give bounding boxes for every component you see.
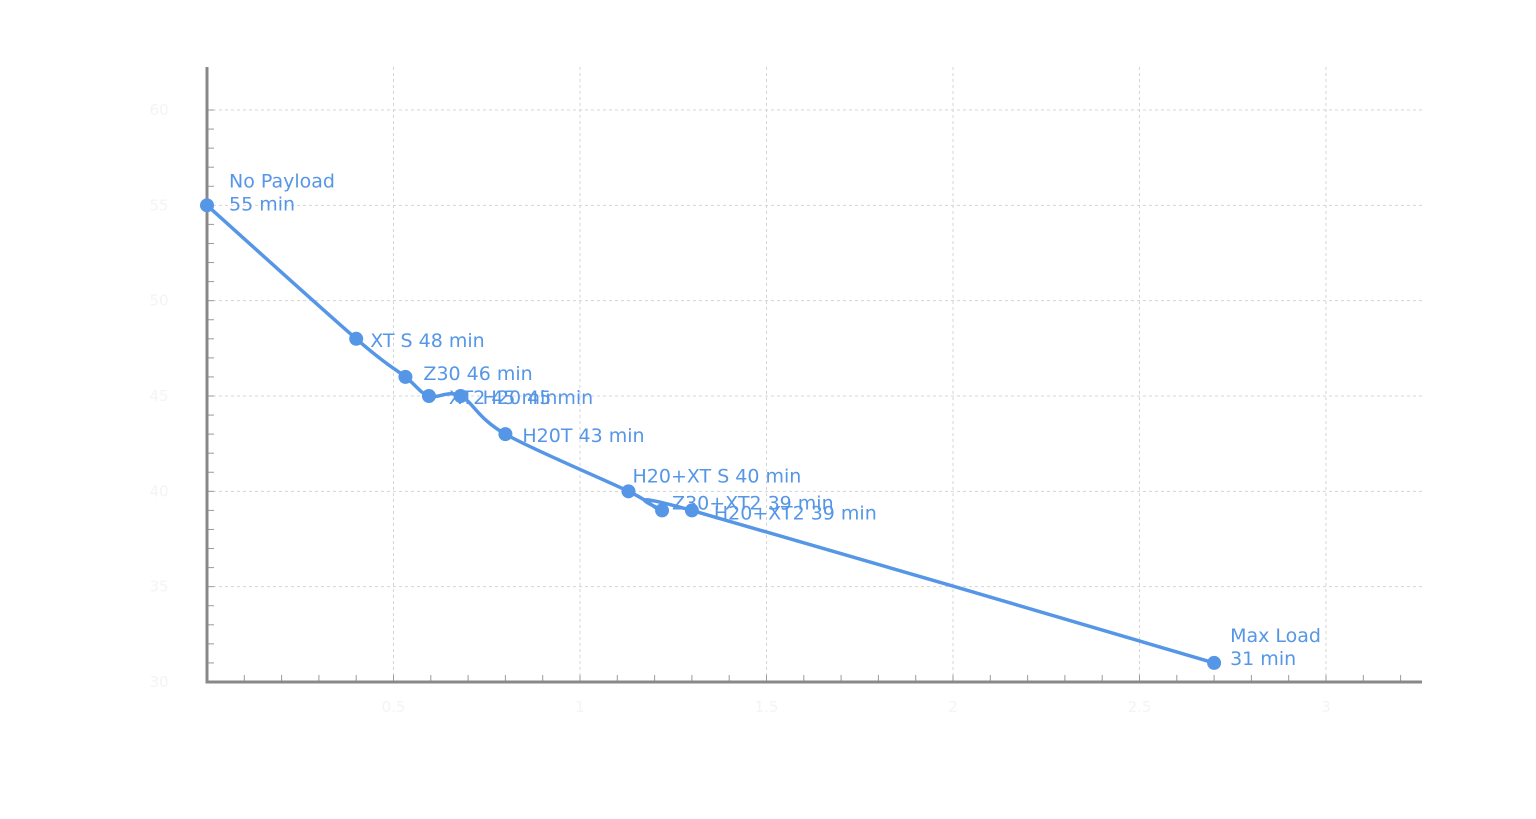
y-tick-label: 55 bbox=[149, 196, 168, 214]
data-point bbox=[421, 389, 436, 403]
data-label: XT2 45 min bbox=[449, 387, 557, 409]
data-point bbox=[621, 484, 636, 499]
data-label-line: H20+XT S 40 min bbox=[632, 465, 801, 487]
data-point bbox=[498, 427, 513, 442]
data-label: Max Load 31 min bbox=[1230, 625, 1321, 670]
data-label-line: H20+XT2 39 min bbox=[714, 502, 877, 524]
data-label-line: XT2 45 min bbox=[449, 387, 557, 409]
y-tick-label: 50 bbox=[149, 292, 168, 310]
data-points bbox=[200, 198, 1222, 670]
series-line bbox=[205, 203, 1216, 665]
data-label: XT S 48 min bbox=[370, 330, 484, 352]
y-tick-label: 35 bbox=[149, 578, 168, 596]
data-label: Z30+XT2 39 min bbox=[672, 492, 834, 514]
data-label-line: 31 min bbox=[1230, 648, 1296, 670]
x-tick-label: 2 bbox=[948, 698, 958, 716]
tick-labels: 30 35 40 45 50 55 60 0.5 1 1.5 2 2.5 3 bbox=[149, 101, 1330, 716]
x-tick-label: 1 bbox=[575, 698, 585, 716]
data-label-line: No Payload bbox=[229, 170, 335, 192]
data-point bbox=[200, 198, 214, 213]
series-curve bbox=[205, 203, 1216, 665]
data-label-line: Z30+XT2 39 min bbox=[672, 492, 834, 514]
y-tick-label: 30 bbox=[149, 673, 168, 691]
data-label-line: XT S 48 min bbox=[370, 330, 484, 352]
data-point bbox=[398, 369, 413, 384]
data-label: Z30 46 min bbox=[423, 363, 532, 385]
data-label: H20+XT S 40 min bbox=[632, 465, 801, 487]
x-tick-label: 2.5 bbox=[1128, 698, 1152, 716]
data-label-line: Z30 46 min bbox=[423, 363, 532, 385]
data-point bbox=[684, 503, 699, 518]
y-tick-label: 60 bbox=[149, 101, 168, 119]
data-label-line: H20T 43 min bbox=[522, 425, 644, 447]
x-tick-label: 1.5 bbox=[755, 698, 779, 716]
data-label: H20T 43 min bbox=[522, 425, 644, 447]
data-label-line: Max Load bbox=[1230, 625, 1321, 647]
x-tick-label: 0.5 bbox=[382, 698, 406, 716]
grid bbox=[207, 67, 1422, 682]
x-tick-label: 3 bbox=[1321, 698, 1331, 716]
data-point bbox=[1207, 655, 1222, 670]
data-point bbox=[453, 389, 468, 403]
data-point bbox=[349, 331, 364, 346]
data-label-line: H20 45 min bbox=[483, 387, 594, 409]
data-label: H20+XT2 39 min bbox=[714, 502, 877, 524]
data-point bbox=[655, 503, 670, 518]
y-tick-label: 45 bbox=[149, 387, 168, 405]
data-label: H20 45 min bbox=[483, 387, 594, 409]
y-tick-label: 40 bbox=[149, 482, 168, 500]
axes bbox=[205, 67, 1422, 684]
data-label: No Payload 55 min bbox=[229, 170, 335, 215]
data-labels: No Payload 55 min XT S 48 min Z30 46 minXT2… bbox=[229, 170, 1321, 670]
data-label-line: 55 min bbox=[229, 193, 295, 215]
